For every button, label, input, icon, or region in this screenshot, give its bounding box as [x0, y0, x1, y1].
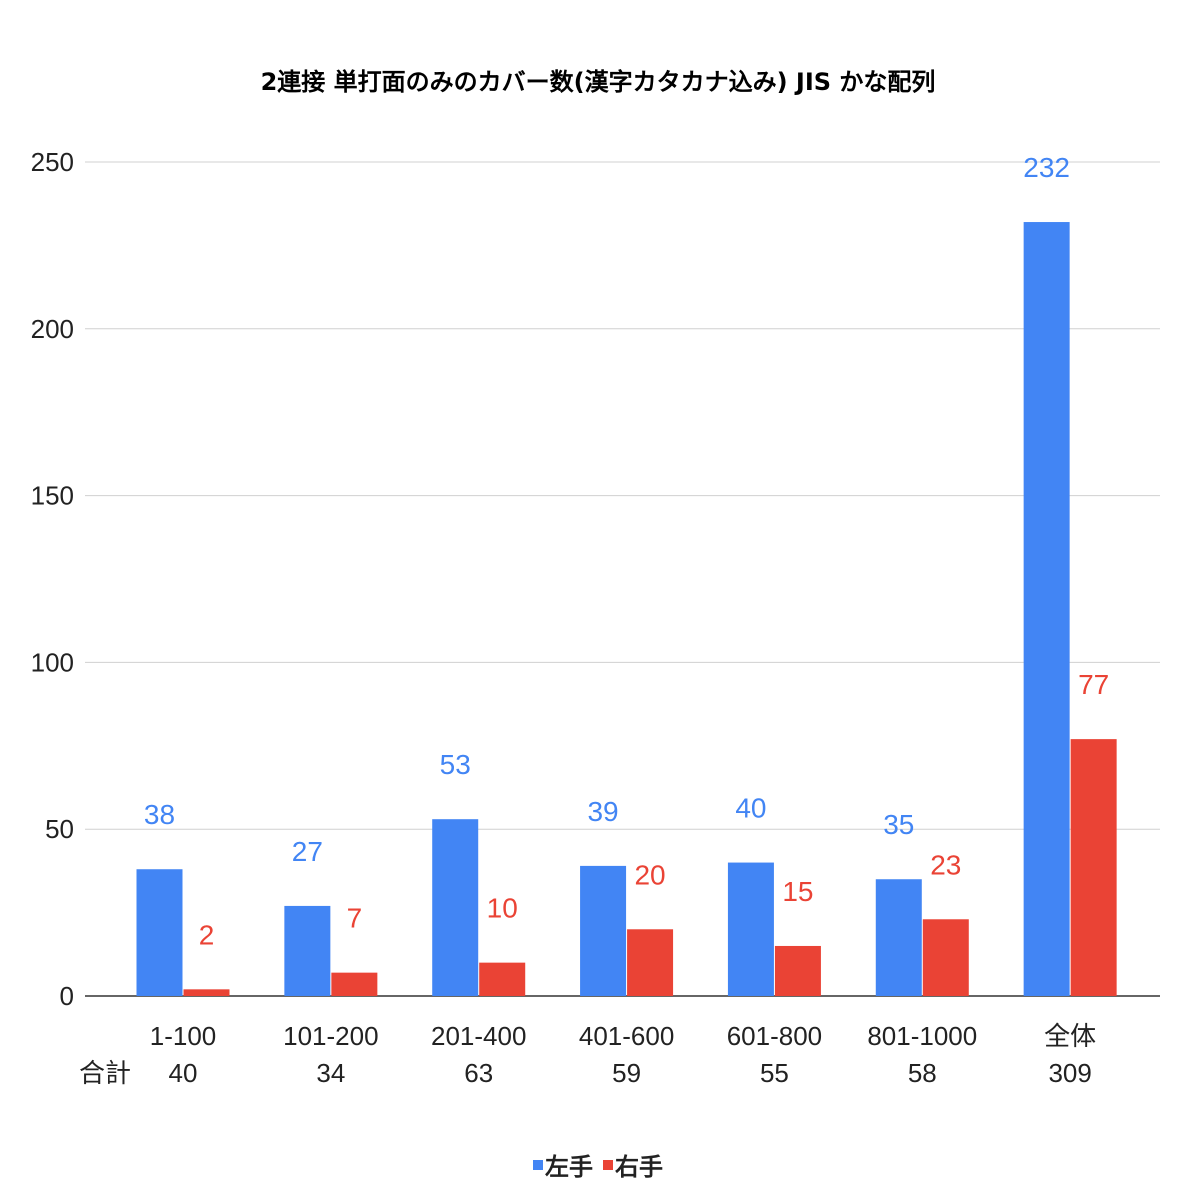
y-tick-label: 200: [31, 314, 74, 344]
bar-right-hand: [774, 945, 821, 996]
data-label: 38: [144, 799, 175, 830]
data-labels: 38 2 27 7 53 10 39 20 40 15 35 23 232 77: [144, 152, 1109, 950]
x-axis-ticks: 1-100 40 101-200 34 201-400 63 401-600 59 601-80…: [150, 1021, 1096, 1088]
legend-label: 左手: [545, 1153, 593, 1181]
x-tick-label: 401-600: [579, 1021, 674, 1051]
data-label: 23: [930, 849, 961, 880]
bar-right-hand: [183, 989, 230, 996]
chart-title: 2連接 単打面のみのカバー数(漢字カタカナ込み) JIS かな配列: [261, 68, 936, 96]
y-tick-label: 100: [31, 647, 74, 677]
totals-label: 合計: [79, 1058, 131, 1088]
data-label: 39: [587, 796, 618, 827]
x-total-label: 309: [1048, 1058, 1091, 1088]
data-label: 10: [487, 893, 518, 924]
bar-right-hand: [922, 919, 969, 996]
y-tick-label: 250: [31, 147, 74, 177]
bar-right-hand: [331, 972, 378, 996]
x-tick-label: 801-1000: [867, 1021, 977, 1051]
legend: 左手 右手: [533, 1153, 663, 1181]
x-tick-label: 1-100: [150, 1021, 217, 1051]
legend-swatch: [533, 1160, 543, 1170]
x-total-label: 55: [760, 1058, 789, 1088]
bar-left-hand: [284, 905, 331, 996]
x-total-label: 63: [464, 1058, 493, 1088]
data-label: 7: [347, 903, 363, 934]
data-label: 77: [1078, 669, 1109, 700]
bar-left-hand: [875, 879, 922, 996]
data-label: 20: [634, 859, 665, 890]
y-axis-ticks: 0 50 100 150 200 250: [31, 147, 74, 1011]
bar-left-hand: [136, 869, 183, 996]
y-tick-label: 50: [45, 814, 74, 844]
legend-swatch: [603, 1160, 613, 1170]
data-label: 27: [292, 836, 323, 867]
y-tick-label: 150: [31, 481, 74, 511]
data-label: 15: [782, 876, 813, 907]
x-total-label: 58: [908, 1058, 937, 1088]
bar-right-hand: [1070, 739, 1117, 996]
x-total-label: 59: [612, 1058, 641, 1088]
x-tick-label: 101-200: [283, 1021, 378, 1051]
x-tick-label: 201-400: [431, 1021, 526, 1051]
x-total-label: 40: [169, 1058, 198, 1088]
bar-left-hand: [580, 865, 627, 996]
x-tick-label: 全体: [1044, 1021, 1096, 1051]
y-tick-label: 0: [60, 981, 74, 1011]
bar-right-hand: [479, 962, 526, 996]
data-label: 53: [440, 749, 471, 780]
legend-label: 右手: [615, 1153, 663, 1181]
bar-right-hand: [627, 929, 674, 996]
data-label: 2: [199, 919, 215, 950]
bar-left-hand: [432, 819, 479, 996]
x-total-label: 34: [316, 1058, 345, 1088]
bar-left-hand: [727, 862, 774, 996]
bar-left-hand: [1023, 222, 1070, 997]
data-label: 232: [1023, 152, 1070, 183]
data-label: 40: [735, 793, 766, 824]
x-tick-label: 601-800: [727, 1021, 822, 1051]
bars: [136, 222, 1117, 997]
data-label: 35: [883, 809, 914, 840]
